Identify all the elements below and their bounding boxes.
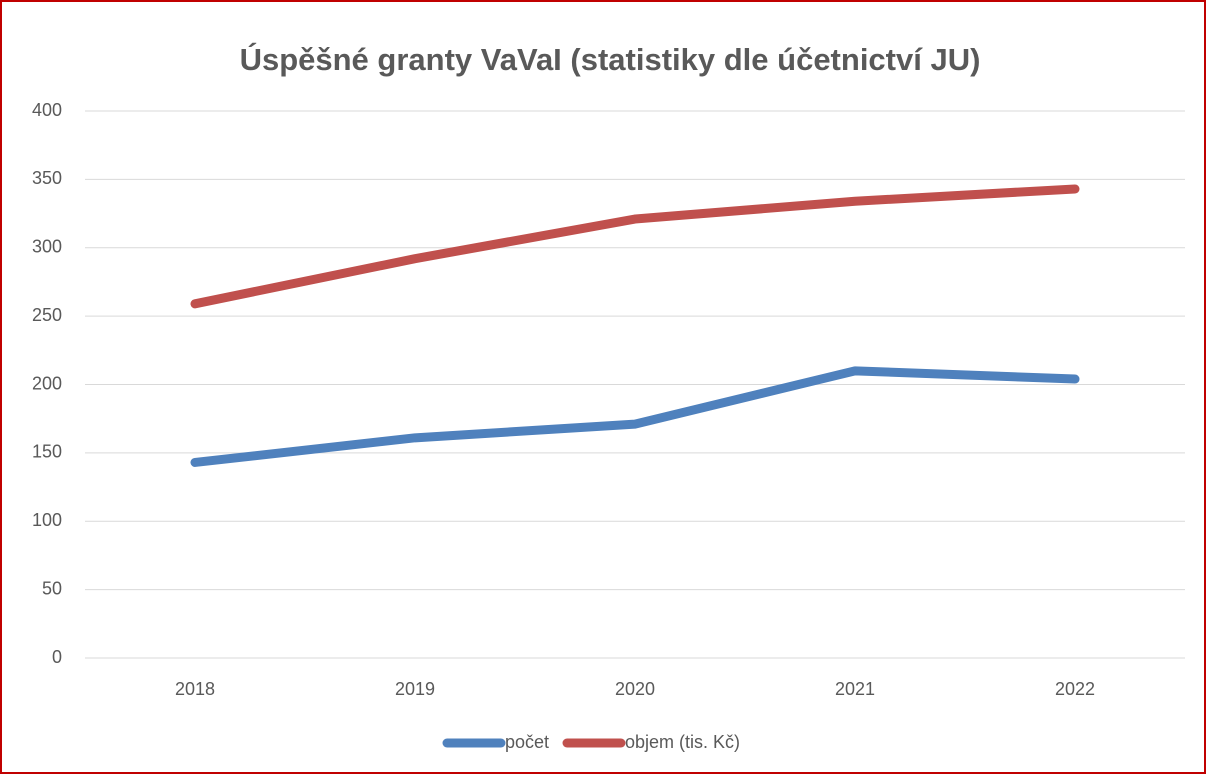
legend-label: počet [505,732,549,752]
y-tick-label: 200 [32,373,62,393]
x-tick-label: 2020 [615,679,655,699]
y-tick-label: 0 [52,647,62,667]
x-tick-label: 2022 [1055,679,1095,699]
y-tick-label: 400 [32,100,62,120]
y-tick-label: 250 [32,305,62,325]
y-tick-label: 350 [32,168,62,188]
series-line [190,184,1080,309]
legend-label: objem (tis. Kč) [625,732,740,752]
x-tick-label: 2021 [835,679,875,699]
chart-title: Úspěšné granty VaVaI (statistiky dle úče… [240,41,981,77]
x-tick-label: 2018 [175,679,215,699]
series-line [190,366,1080,467]
y-tick-label: 300 [32,237,62,257]
y-tick-label: 50 [42,578,62,598]
x-tick-label: 2019 [395,679,435,699]
y-tick-label: 150 [32,442,62,462]
y-tick-label: 100 [32,510,62,530]
